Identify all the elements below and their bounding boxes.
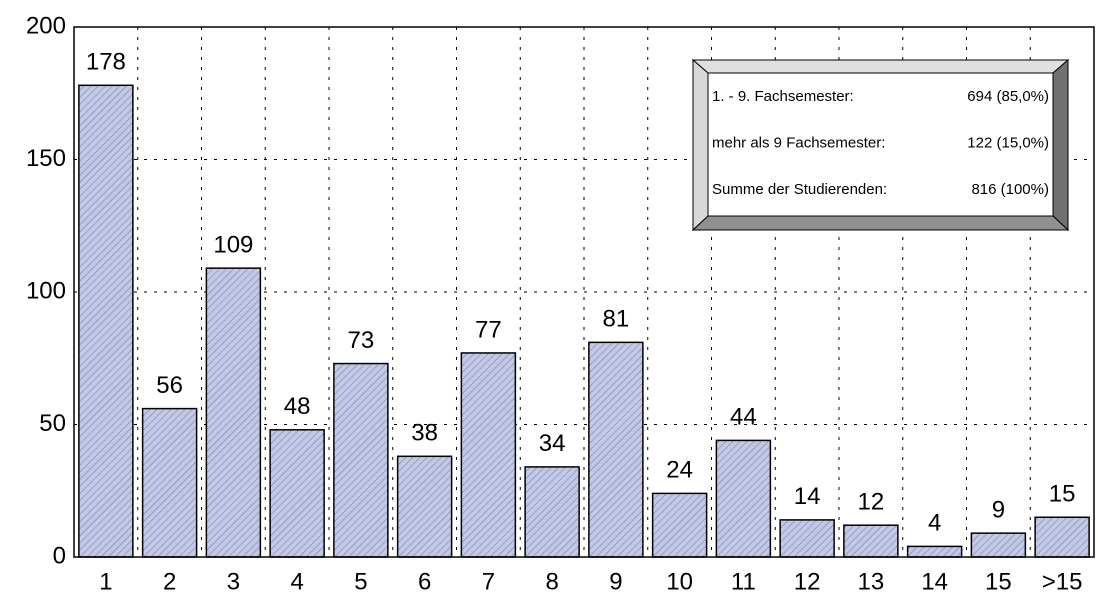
bar — [1034, 516, 1090, 558]
x-tick-label: 5 — [354, 568, 367, 595]
bar — [460, 352, 517, 558]
legend-inner — [707, 72, 1054, 217]
y-tick-label: 50 — [39, 410, 66, 437]
value-label: 56 — [156, 372, 183, 399]
annotation-value: 816 (100%) — [971, 181, 1049, 198]
annotation-value: 694 (85,0%) — [967, 88, 1049, 105]
bar — [906, 545, 963, 558]
bar — [333, 362, 389, 558]
bar — [396, 455, 453, 558]
bar — [141, 407, 198, 558]
value-label: 12 — [858, 489, 885, 516]
bevel — [691, 59, 1070, 74]
x-tick-label: 11 — [731, 568, 756, 595]
x-tick-label: 2 — [163, 568, 176, 595]
value-label: 73 — [348, 327, 375, 354]
value-label: 15 — [1049, 481, 1076, 508]
bevel — [691, 215, 1070, 231]
x-tick-label: 15 — [985, 568, 1012, 595]
value-label: 38 — [411, 420, 438, 447]
value-label: 4 — [928, 510, 941, 537]
x-tick-label: 9 — [609, 568, 622, 595]
value-label: 77 — [475, 316, 502, 343]
bar — [651, 492, 708, 558]
annotation-value: 122 (15,0%) — [967, 134, 1049, 151]
value-label: 178 — [86, 49, 126, 76]
bar — [779, 519, 835, 558]
x-tick-label: >15 — [1042, 568, 1083, 595]
x-tick-label: 14 — [921, 568, 948, 595]
legend-box: 1. - 9. Fachsemester: 694 (85,0%) mehr als… — [691, 58, 1070, 232]
bar — [843, 524, 899, 558]
value-label: 9 — [992, 496, 1005, 523]
y-tick-label: 200 — [26, 12, 66, 39]
bevel — [1052, 58, 1069, 232]
bevel — [692, 58, 709, 232]
x-tick-label: 12 — [794, 568, 821, 595]
x-tick-label: 1 — [99, 568, 112, 595]
value-label: 24 — [666, 457, 693, 484]
x-tick-label: 8 — [545, 568, 558, 595]
y-tick-label: 150 — [26, 145, 66, 172]
annotation-label: Summe der Studierenden: — [712, 181, 887, 198]
value-label: 14 — [794, 483, 821, 510]
bar — [588, 341, 644, 558]
value-label: 44 — [730, 404, 757, 431]
x-tick-label: 3 — [227, 568, 240, 595]
value-label: 81 — [603, 306, 630, 333]
annotation-label: 1. - 9. Fachsemester: — [712, 88, 854, 105]
value-label: 109 — [213, 231, 253, 258]
bar — [715, 439, 772, 558]
x-tick-label: 10 — [666, 568, 693, 595]
x-tick-label: 13 — [858, 568, 885, 595]
plot-border — [73, 26, 1095, 558]
bar — [524, 466, 580, 558]
x-tick-label: 7 — [482, 568, 495, 595]
bar — [970, 532, 1027, 558]
value-label: 34 — [539, 430, 566, 457]
annotation-label: mehr als 9 Fachsemester: — [712, 134, 885, 151]
bar — [269, 429, 325, 558]
x-tick-label: 6 — [418, 568, 431, 595]
bar — [78, 84, 134, 558]
y-tick-label: 100 — [26, 277, 66, 304]
value-label: 48 — [284, 393, 311, 420]
x-tick-label: 4 — [290, 568, 303, 595]
y-tick-label: 0 — [53, 542, 66, 569]
bar — [205, 267, 262, 558]
